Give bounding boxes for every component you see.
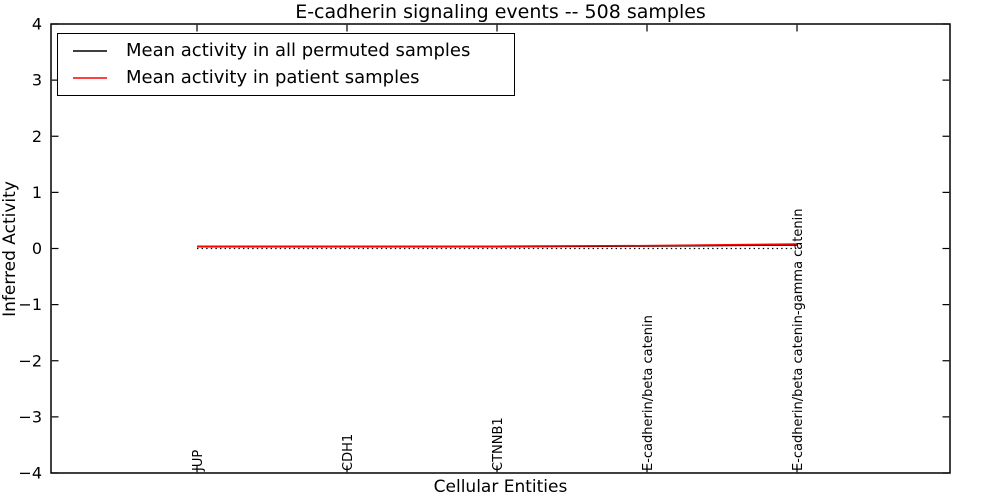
legend-label-permuted: Mean activity in all permuted samples <box>126 40 471 61</box>
plot-frame <box>50 23 951 474</box>
x-tick-label: E-cadherin/beta catenin-gamma catenin <box>791 209 806 471</box>
y-tick-label: −2 <box>18 351 42 370</box>
x-tick-label: CTNNB1 <box>491 417 506 471</box>
legend-entry-permuted: Mean activity in all permuted samples <box>72 37 514 64</box>
legend-line-permuted-icon <box>73 49 107 52</box>
legend-entry-patient: Mean activity in patient samples <box>72 64 514 91</box>
y-tick-label: 0 <box>32 239 42 258</box>
y-tick-label: 2 <box>32 127 42 146</box>
y-tick-label: 1 <box>32 183 42 202</box>
legend-line-patient-icon <box>73 76 107 79</box>
series-line-patient <box>197 243 798 248</box>
legend: Mean activity in all permuted samples Me… <box>57 33 515 96</box>
y-tick-label: −1 <box>18 295 42 314</box>
y-tick-label: 4 <box>32 15 42 34</box>
chart-title: E-cadherin signaling events -- 508 sampl… <box>295 1 706 23</box>
legend-label-patient: Mean activity in patient samples <box>126 67 420 88</box>
y-tick-label: −4 <box>18 464 42 483</box>
x-tick-label: E-cadherin/beta catenin <box>641 315 656 471</box>
x-tick-label: CDH1 <box>341 434 356 471</box>
y-tick-label: −3 <box>18 407 42 426</box>
x-axis-label: Cellular Entities <box>433 477 568 497</box>
y-tick-label: 3 <box>32 71 42 90</box>
x-tick-label: JUP <box>191 450 206 472</box>
